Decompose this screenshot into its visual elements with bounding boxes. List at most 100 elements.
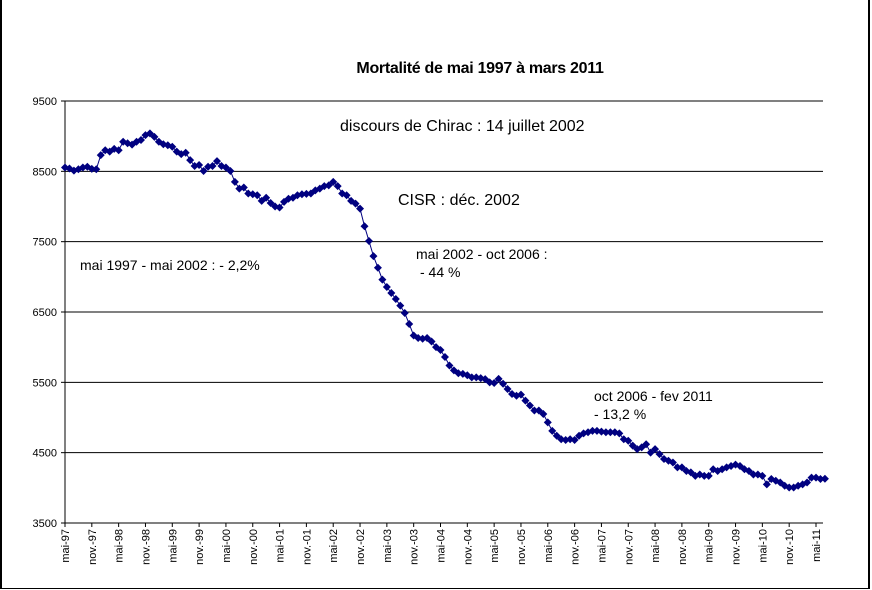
data-point xyxy=(494,374,503,383)
data-point xyxy=(539,409,548,418)
x-tick-label: mai-99 xyxy=(167,529,179,563)
data-point xyxy=(521,396,530,405)
x-tick-label: nov.-04 xyxy=(462,529,474,565)
data-point xyxy=(785,483,794,492)
x-tick-label: mai-09 xyxy=(704,529,716,563)
data-point xyxy=(378,275,387,284)
data-point xyxy=(351,199,360,208)
data-point xyxy=(199,166,208,175)
annotation-period3-line2: - 13,2 % xyxy=(594,406,647,422)
data-point xyxy=(749,470,758,479)
data-point xyxy=(400,309,409,318)
x-tick-label: nov.-09 xyxy=(731,529,743,565)
data-point xyxy=(606,428,615,437)
data-point xyxy=(373,263,382,272)
annotation-period2-line2: - 44 % xyxy=(420,264,461,280)
data-point xyxy=(186,156,195,165)
data-point xyxy=(87,164,96,173)
data-point xyxy=(762,480,771,489)
data-point xyxy=(820,474,829,483)
data-point xyxy=(208,162,217,171)
data-point xyxy=(615,429,624,438)
data-point xyxy=(96,151,105,160)
x-tick-label: mai-97 xyxy=(60,529,72,563)
data-point xyxy=(262,193,271,202)
data-point xyxy=(651,445,660,454)
data-point xyxy=(700,471,709,480)
data-point xyxy=(440,353,449,362)
x-tick-label: nov.-05 xyxy=(516,529,528,565)
data-point xyxy=(253,191,262,200)
x-tick-label: nov.-10 xyxy=(784,529,796,565)
x-tick-label: mai-07 xyxy=(596,529,608,563)
x-tick-label: mai-01 xyxy=(275,529,287,563)
annotation-period3-line1: oct 2006 - fev 2011 xyxy=(594,388,713,404)
x-tick-label: mai-02 xyxy=(328,529,340,563)
data-point xyxy=(530,406,539,415)
annotation-cisr: CISR : déc. 2002 xyxy=(398,192,520,209)
data-point xyxy=(364,236,373,245)
data-point xyxy=(624,436,633,445)
data-point xyxy=(391,294,400,303)
y-tick-label: 6500 xyxy=(33,307,57,319)
x-tick-label: mai-11 xyxy=(811,529,823,562)
x-tick-label: mai-00 xyxy=(221,529,233,563)
data-point xyxy=(387,289,396,298)
data-point xyxy=(499,379,508,388)
y-tick-label: 8500 xyxy=(33,166,57,178)
data-point xyxy=(516,390,525,399)
x-tick-label: nov.-08 xyxy=(677,529,689,565)
data-point xyxy=(503,385,512,394)
data-point xyxy=(275,203,284,212)
data-point xyxy=(360,222,369,231)
x-tick-label: mai-98 xyxy=(114,529,126,563)
x-tick-label: nov.-99 xyxy=(194,529,206,565)
x-tick-label: nov.-98 xyxy=(140,529,152,565)
data-point xyxy=(297,190,306,199)
data-point xyxy=(816,475,825,484)
data-point xyxy=(467,373,476,382)
data-point xyxy=(150,132,159,141)
data-point xyxy=(226,166,235,175)
data-point xyxy=(181,148,190,157)
data-point xyxy=(114,146,123,155)
data-point xyxy=(369,252,378,261)
x-tick-label: nov.-00 xyxy=(248,529,260,565)
data-point xyxy=(570,436,579,445)
series-line xyxy=(64,132,825,488)
data-point xyxy=(136,136,145,145)
annotation-period1: mai 1997 - mai 2002 : - 2,2% xyxy=(80,257,260,273)
x-tick-label: mai-05 xyxy=(489,529,501,563)
data-point xyxy=(548,426,557,435)
chart-title: Mortalité de mai 1997 à mars 2011 xyxy=(356,60,604,77)
data-point xyxy=(445,361,454,370)
data-point xyxy=(302,189,311,198)
data-point xyxy=(704,471,713,480)
data-point xyxy=(807,473,816,482)
data-point xyxy=(396,301,405,310)
data-point xyxy=(490,379,499,388)
x-tick-label: mai-10 xyxy=(757,529,769,563)
data-point xyxy=(230,177,239,186)
x-tick-label: nov.-01 xyxy=(301,529,313,565)
data-point xyxy=(329,177,338,186)
data-point xyxy=(168,142,177,151)
data-point xyxy=(601,428,610,437)
data-point xyxy=(427,337,436,346)
data-point xyxy=(673,463,682,472)
x-tick-label: nov.-02 xyxy=(355,529,367,565)
data-point xyxy=(212,157,221,166)
data-point xyxy=(642,440,651,449)
data-point xyxy=(239,183,248,192)
data-point xyxy=(655,450,664,459)
x-tick-label: nov.-97 xyxy=(87,529,99,565)
data-point xyxy=(436,345,445,354)
data-point xyxy=(92,165,101,174)
data-point xyxy=(803,478,812,487)
y-tick-label: 3500 xyxy=(33,518,57,530)
data-point xyxy=(668,458,677,467)
y-tick-label: 5500 xyxy=(33,377,57,389)
y-tick-label: 7500 xyxy=(33,237,57,249)
